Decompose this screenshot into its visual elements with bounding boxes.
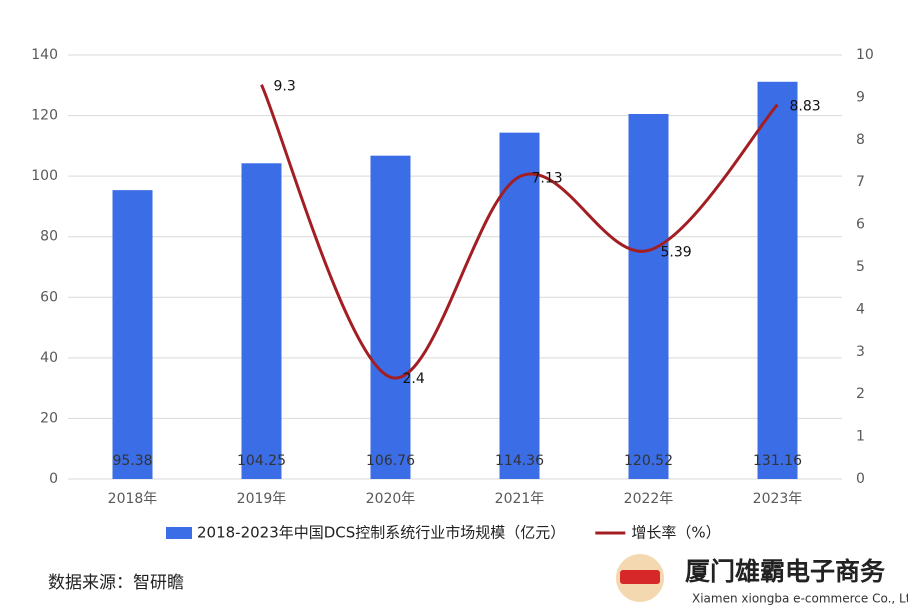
bar-value-label: 131.16	[753, 453, 802, 469]
source: 数据来源：智研瞻	[48, 573, 184, 593]
y2-tick-label: 0	[856, 471, 865, 487]
x-tick-label: 2023年	[753, 491, 803, 507]
x-tick-label: 2019年	[237, 491, 287, 507]
line-value-label: 2.4	[403, 371, 425, 387]
y2-tick-label: 8	[856, 132, 865, 148]
line	[260, 84, 779, 380]
y-tick-label: 120	[31, 108, 58, 124]
y-tick-label: 80	[40, 229, 58, 245]
y2-tick-label: 1	[856, 429, 865, 445]
x-tick-label: 2021年	[495, 491, 545, 507]
line-value-label: 5.39	[661, 244, 692, 260]
y-tick-label: 140	[31, 47, 58, 63]
logo-band	[620, 570, 660, 584]
bar-value-label: 120.52	[624, 453, 673, 469]
watermark-title: 厦门雄霸电子商务	[685, 557, 885, 586]
legend-label: 2018-2023年中国DCS控制系统行业市场规模（亿元）	[197, 524, 565, 542]
line-value-label: 8.83	[790, 99, 821, 115]
line-value-label: 9.3	[274, 79, 296, 95]
x-tick-label: 2020年	[366, 491, 416, 507]
y2-tick-label: 4	[856, 301, 865, 317]
x-tick-label: 2022年	[624, 491, 674, 507]
x-tick-label: 2018年	[108, 491, 158, 507]
bar	[757, 81, 798, 479]
y-tick-label: 40	[40, 350, 58, 366]
y2-tick-label: 5	[856, 259, 865, 275]
y2-tick-label: 6	[856, 217, 865, 233]
bar	[112, 190, 153, 479]
watermark-subtitle: Xiamen xiongba e-commerce Co., Ltd	[692, 592, 908, 606]
legend-swatch	[166, 527, 192, 539]
y2-tick-label: 2	[856, 386, 865, 402]
line-value-label: 7.13	[532, 171, 563, 187]
bar	[628, 113, 669, 479]
y2-tick-label: 7	[856, 174, 865, 190]
y-tick-label: 100	[31, 168, 58, 184]
bar	[370, 155, 411, 479]
watermark-logo	[616, 554, 664, 602]
y2-tick-label: 3	[856, 344, 865, 360]
y-tick-label: 60	[40, 289, 58, 305]
bar-value-label: 95.38	[112, 453, 152, 469]
y2-tick-label: 10	[856, 47, 874, 63]
y-tick-label: 0	[49, 471, 58, 487]
legend-label: 增长率（%）	[631, 524, 720, 542]
y2-tick-label: 9	[856, 89, 865, 105]
bar-value-label: 106.76	[366, 453, 415, 469]
bar	[241, 163, 282, 479]
bar-value-label: 104.25	[237, 453, 286, 469]
y-tick-label: 20	[40, 410, 58, 426]
bar-value-label: 114.36	[495, 453, 544, 469]
